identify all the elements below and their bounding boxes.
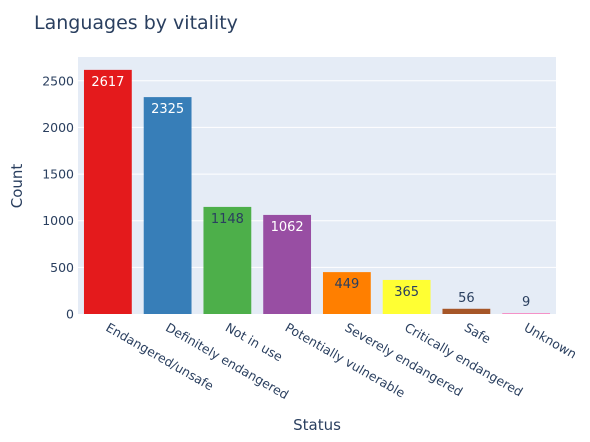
bar	[203, 206, 252, 314]
bar-value-label: 2617	[91, 75, 124, 90]
x-tick-label: Endangered/unsafe	[103, 320, 216, 394]
chart-title: Languages by vitality	[34, 12, 238, 34]
bar-value-label: 56	[458, 291, 475, 306]
bar-labels: 2617 2325 1148 1062 449 365 56 9	[91, 75, 530, 310]
bar	[263, 214, 312, 314]
bar	[502, 313, 551, 314]
x-tick-label: Safe	[462, 320, 494, 347]
bar	[83, 69, 132, 314]
y-tick-label: 2500	[42, 73, 74, 88]
bar-value-label: 1148	[211, 212, 244, 227]
bar-value-label: 449	[334, 277, 359, 292]
bars	[83, 69, 551, 315]
bar-value-label: 1062	[271, 220, 304, 235]
y-tick-label: 2000	[42, 120, 74, 135]
y-axis-ticks: 0 500 1000 1500 2000 2500	[42, 73, 74, 321]
y-tick-label: 0	[66, 307, 74, 322]
y-tick-label: 1500	[42, 167, 74, 182]
bar-value-label: 365	[394, 285, 419, 300]
y-tick-label: 500	[50, 260, 74, 275]
bar	[382, 279, 431, 314]
bar	[322, 272, 371, 314]
y-axis-title: Count	[8, 164, 26, 209]
bar	[442, 308, 491, 314]
bar	[143, 97, 192, 315]
bar-value-label: 9	[522, 295, 530, 310]
x-axis-title: Status	[293, 416, 341, 434]
y-tick-label: 1000	[42, 213, 74, 228]
x-tick-label: Unknown	[522, 320, 580, 362]
bar-value-label: 2325	[151, 102, 184, 117]
